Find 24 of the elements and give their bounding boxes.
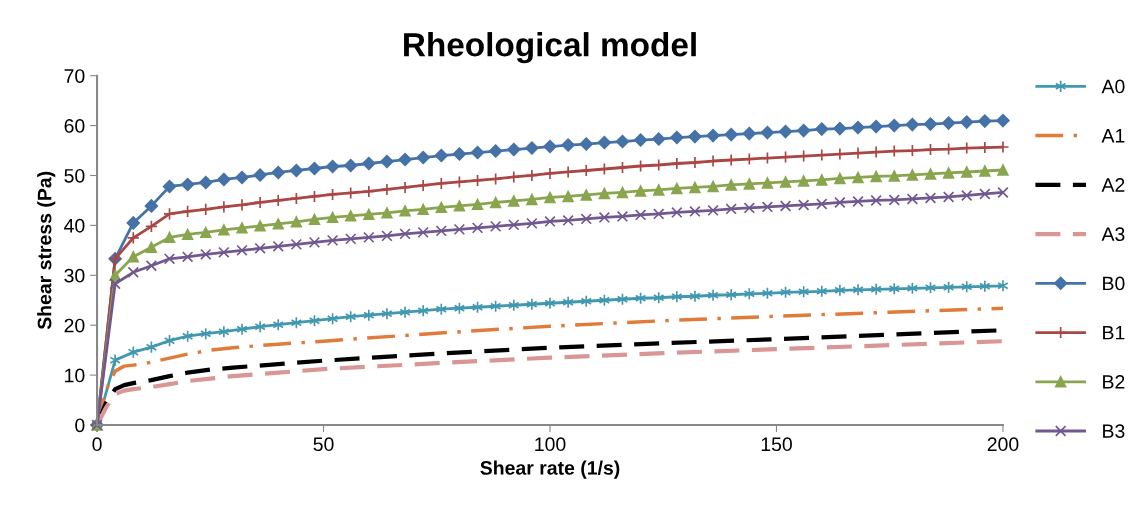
y-tick-label: 40 [64, 218, 85, 233]
y-tick-label: 10 [65, 368, 85, 383]
legend-label: B3 [1103, 424, 1125, 438]
x-tick-label: 200 [987, 437, 1019, 452]
x-axis-title: Shear rate (1/s) [480, 460, 620, 479]
legend-label: A0 [1101, 79, 1125, 94]
y-tick-label: 50 [64, 168, 85, 183]
y-tick-label: 0 [75, 418, 85, 433]
legend-label: A2 [1101, 178, 1125, 192]
x-tick-label: 150 [761, 437, 792, 452]
legend-label: B2 [1103, 375, 1125, 389]
chart-title: Rheological model [404, 32, 696, 64]
y-tick-label: 60 [64, 119, 85, 133]
legend-label: B0 [1103, 276, 1125, 291]
x-tick-label: 50 [313, 437, 334, 452]
x-tick-label: 100 [535, 437, 566, 452]
y-tick-label: 30 [64, 268, 85, 283]
y-tick-label: 70 [64, 69, 85, 83]
x-tick-label: 0 [92, 437, 102, 452]
y-tick-label: 20 [64, 318, 85, 333]
legend-label: A3 [1101, 227, 1125, 242]
y-axis-title: Shear stress (Pa) [37, 171, 56, 330]
legend-label: B1 [1103, 325, 1125, 340]
legend-label: A1 [1101, 129, 1125, 143]
